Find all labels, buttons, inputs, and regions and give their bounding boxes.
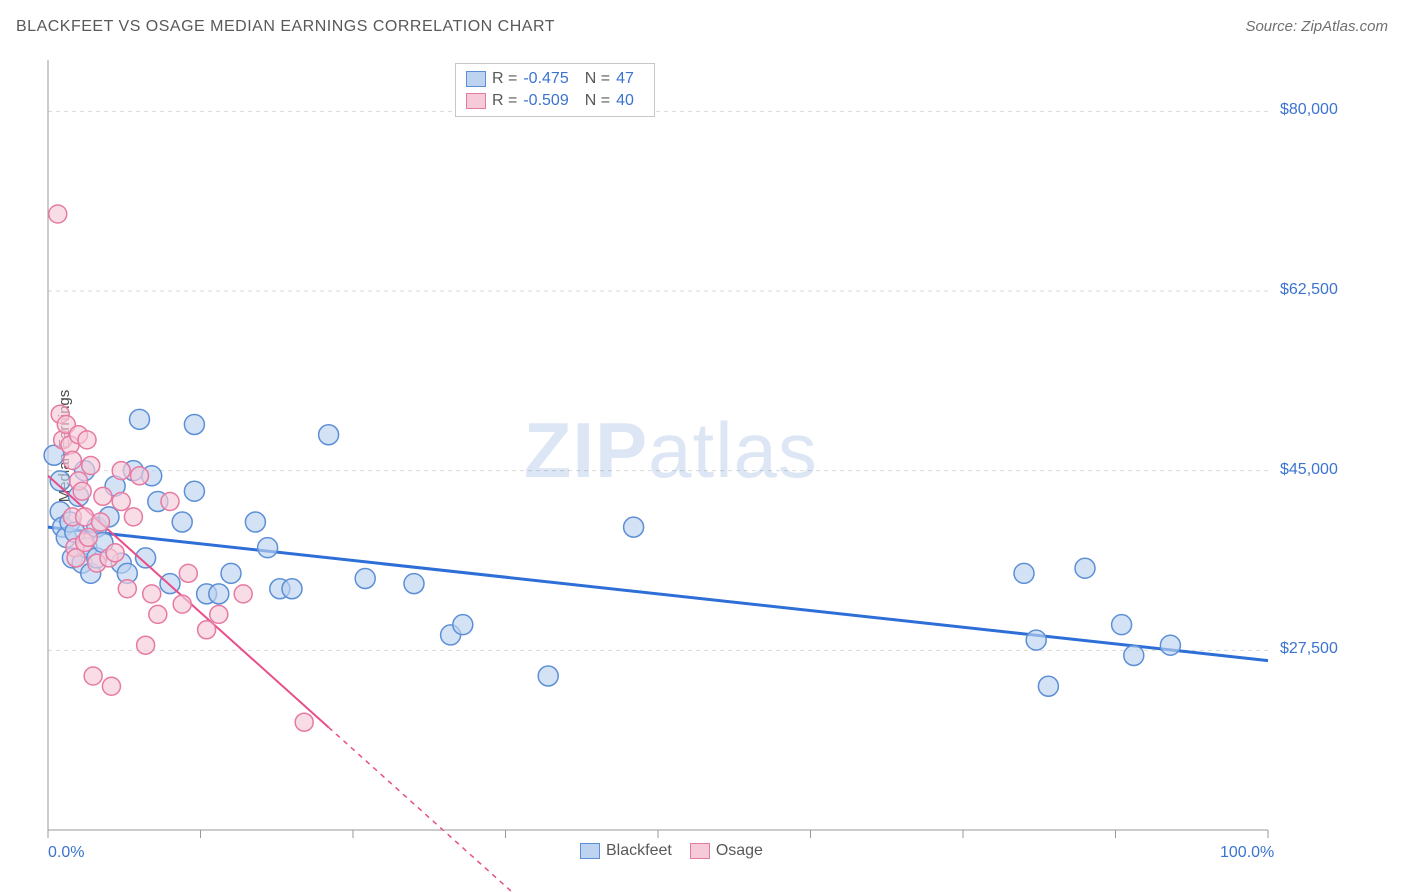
chart-container: BLACKFEET VS OSAGE MEDIAN EARNINGS CORRE… (0, 0, 1406, 892)
chart-svg (48, 60, 1268, 830)
legend-series-item: Blackfeet (580, 842, 672, 860)
chart-title: BLACKFEET VS OSAGE MEDIAN EARNINGS CORRE… (16, 18, 555, 36)
source-label: Source: ZipAtlas.com (1245, 18, 1388, 35)
legend-stat-row: R = -0.475N = 47 (466, 68, 644, 90)
x-tick-label: 0.0% (48, 844, 84, 862)
y-tick-label: $80,000 (1280, 101, 1338, 119)
legend-stat-row: R = -0.509N = 40 (466, 90, 644, 112)
legend-series-item: Osage (690, 842, 763, 860)
plot-area: ZIPatlas (48, 60, 1268, 830)
x-tick-label: 100.0% (1220, 844, 1274, 862)
y-tick-label: $62,500 (1280, 281, 1338, 299)
y-tick-label: $45,000 (1280, 461, 1338, 479)
correlation-legend: R = -0.475N = 47R = -0.509N = 40 (455, 63, 655, 117)
y-tick-label: $27,500 (1280, 640, 1338, 658)
series-legend: Blackfeet Osage (580, 842, 763, 860)
